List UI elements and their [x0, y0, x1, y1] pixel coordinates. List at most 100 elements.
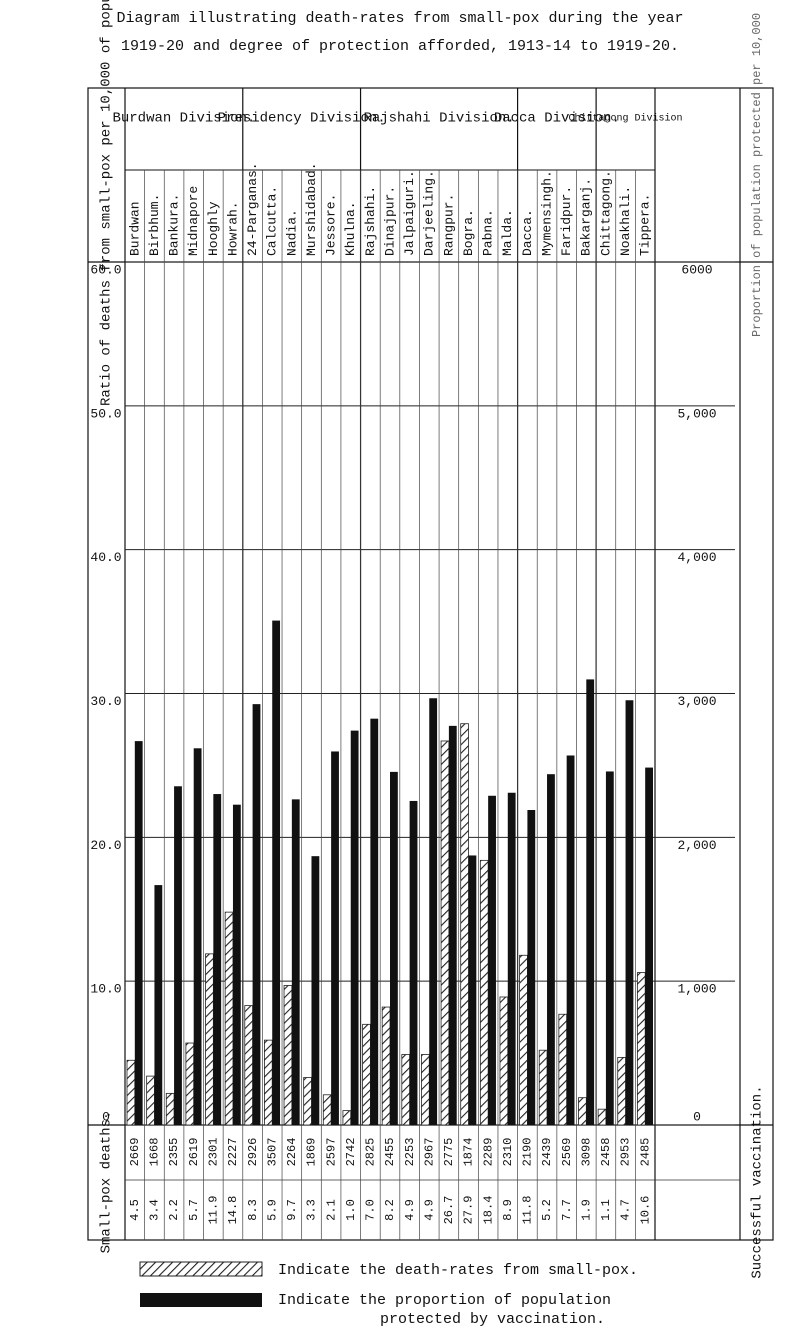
- death-rate-value: 14.8: [226, 1196, 240, 1225]
- death-rate-value: 4.5: [128, 1199, 142, 1221]
- district-name: Jessore.: [324, 194, 339, 256]
- vaccination-value: 2253: [403, 1138, 417, 1167]
- y2-tick-label: 6000: [681, 262, 712, 277]
- vaccination-bar: [527, 810, 536, 1125]
- vaccination-bar: [507, 792, 516, 1125]
- district-name: Bogra.: [461, 209, 476, 256]
- district-name: 24-Parganas.: [245, 162, 260, 256]
- vaccination-value: 2458: [599, 1138, 613, 1167]
- death-rate-value: 4.9: [403, 1199, 417, 1221]
- district-name: Chittagong.: [598, 170, 613, 256]
- vaccination-value: 1874: [462, 1138, 476, 1167]
- death-rate-value: 9.7: [285, 1199, 299, 1221]
- y-tick-label: 0: [102, 1109, 110, 1124]
- death-rate-bar: [499, 996, 509, 1126]
- vaccination-value: 2569: [560, 1138, 574, 1167]
- vaccination-value: 2742: [344, 1138, 358, 1167]
- district-name: Khulna.: [343, 201, 358, 256]
- vaccination-bar: [586, 679, 595, 1125]
- district-name: Midnapore: [186, 186, 201, 256]
- death-rate-bar: [264, 1039, 273, 1126]
- death-rate-bar: [558, 1013, 568, 1126]
- y2-tick-label: 4,000: [677, 550, 716, 565]
- division-name: Burdwan Division.: [112, 111, 255, 127]
- vaccination-bar: [174, 786, 182, 1125]
- death-rate-value: 11.9: [207, 1196, 221, 1225]
- vaccination-value: 3098: [579, 1138, 593, 1167]
- district-name: Noakhali.: [618, 186, 633, 256]
- death-rate-value: 7.0: [364, 1199, 378, 1221]
- death-rate-value: 4.7: [619, 1199, 633, 1221]
- division-name: Dacca Division.: [494, 111, 620, 127]
- vaccination-value: 2485: [638, 1138, 652, 1167]
- vaccination-bar: [154, 885, 163, 1125]
- death-rate-bar: [185, 1042, 195, 1126]
- vaccination-value: 2775: [442, 1138, 456, 1167]
- death-rate-bar: [617, 1056, 626, 1126]
- vaccination-value: 2227: [226, 1138, 240, 1167]
- vaccination-bar: [390, 771, 398, 1125]
- death-rate-bar: [578, 1097, 587, 1126]
- death-rate-value: 10.6: [638, 1196, 652, 1225]
- y2-tick-label: 5,000: [677, 406, 716, 421]
- death-rate-bar: [479, 859, 489, 1126]
- y-axis-label: Ratio of deaths from small-pox per 10,00…: [99, 0, 115, 406]
- district-name: Malda.: [500, 209, 515, 256]
- chart-subtitle: 1919-20 and degree of protection afforde…: [121, 38, 679, 55]
- district-name: Rangpur.: [441, 194, 456, 256]
- vaccination-value: 2669: [128, 1138, 142, 1167]
- vaccination-bar: [566, 755, 575, 1125]
- district-name: Dacca.: [520, 209, 535, 256]
- district-name: Howrah.: [225, 201, 240, 256]
- vaccination-bar: [547, 774, 555, 1125]
- death-rate-bar: [205, 953, 214, 1126]
- legend-swatch: [140, 1293, 262, 1307]
- vaccination-bar: [311, 856, 320, 1125]
- death-rate-value: 8.2: [383, 1199, 397, 1221]
- vaccination-value: 2953: [619, 1138, 633, 1167]
- district-name: Bankura.: [167, 194, 182, 256]
- vaccination-value: 2619: [187, 1138, 201, 1167]
- chart-title: Diagram illustrating death-rates from sm…: [116, 10, 683, 27]
- y2-tick-label: 2,000: [677, 838, 716, 853]
- vaccination-bar: [625, 700, 634, 1125]
- death-rate-bar: [165, 1092, 175, 1126]
- y-tick-label: 10.0: [90, 982, 121, 997]
- district-name: Murshidabad.: [304, 162, 319, 256]
- y2-axis-label: Proportion of population protected per 1…: [750, 13, 764, 337]
- vaccination-value: 2190: [521, 1138, 535, 1167]
- death-rate-bar: [597, 1108, 607, 1126]
- vaccination-value: 1668: [148, 1138, 162, 1167]
- death-rate-value: 1.1: [599, 1199, 613, 1221]
- death-rate-value: 3.3: [305, 1199, 319, 1221]
- district-name: Dinajpur.: [382, 186, 397, 256]
- vaccination-value: 2455: [383, 1138, 397, 1167]
- vaccination-bar: [370, 718, 379, 1125]
- district-name: Bakarganj.: [579, 178, 594, 256]
- vaccination-row-label: Successful vaccination.: [750, 1085, 766, 1278]
- death-rate-bar: [401, 1054, 411, 1126]
- district-name: Darjeeling.: [422, 170, 437, 256]
- death-rate-bar: [146, 1075, 155, 1126]
- death-rate-value: 5.9: [265, 1199, 279, 1221]
- district-name: Birbhum.: [147, 194, 162, 256]
- vaccination-bar: [409, 800, 418, 1125]
- vaccination-bar: [645, 767, 653, 1125]
- district-name: Burdwan: [127, 201, 142, 256]
- y2-tick-label: 1,000: [677, 982, 716, 997]
- district-name: Pabna.: [481, 209, 496, 256]
- vaccination-bar: [331, 751, 339, 1125]
- death-rate-value: 4.9: [422, 1199, 436, 1221]
- division-name: Chittagong Division: [569, 113, 683, 125]
- death-rate-bar: [244, 1005, 253, 1126]
- death-rate-bar: [440, 740, 450, 1126]
- deaths-row-label: Small-pox deaths.: [99, 1111, 115, 1254]
- division-name: Presidency Division.: [218, 111, 386, 127]
- vaccination-value: 2439: [540, 1138, 554, 1167]
- death-rate-value: 26.7: [442, 1196, 456, 1225]
- death-rate-value: 2.1: [324, 1199, 338, 1221]
- vaccination-bar: [429, 698, 438, 1125]
- district-name: Rajshahi.: [363, 186, 378, 256]
- vaccination-bar: [488, 795, 496, 1125]
